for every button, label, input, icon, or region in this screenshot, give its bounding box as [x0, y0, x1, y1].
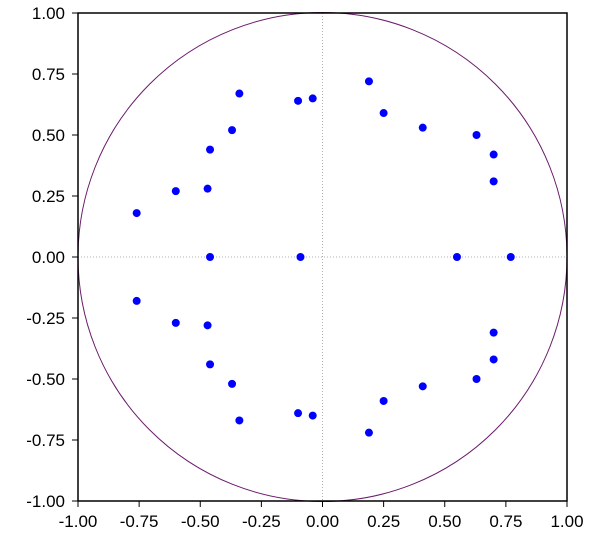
x-tick-label: 0.50 — [428, 512, 461, 531]
x-tick-label: -0.50 — [181, 512, 220, 531]
data-point — [235, 89, 244, 98]
y-tick-label: 0.50 — [32, 126, 65, 145]
data-point — [308, 94, 317, 103]
data-point — [171, 187, 180, 196]
data-point — [294, 96, 303, 105]
y-tick-label: -0.25 — [26, 309, 65, 328]
data-point — [472, 131, 481, 139]
y-tick-label: -1.00 — [26, 492, 65, 511]
data-point — [206, 145, 215, 154]
data-point — [296, 253, 305, 261]
x-tick-label: -0.25 — [242, 512, 281, 531]
x-tick-label: 0.25 — [367, 512, 400, 531]
y-tick-label: 0.00 — [32, 248, 65, 267]
data-point — [308, 411, 317, 420]
y-axis-ticks: 1.00 0.75 0.50 0.25 0.00 -0.25 -0.50 -0.75 -1.00 — [26, 4, 78, 511]
x-tick-label: 1.00 — [550, 512, 583, 531]
data-point — [364, 428, 373, 437]
data-point — [206, 360, 215, 369]
data-point — [489, 177, 498, 186]
root-points — [132, 77, 515, 437]
y-tick-label: -0.75 — [26, 431, 65, 450]
data-point — [506, 253, 515, 261]
data-point — [364, 77, 373, 86]
data-point — [235, 416, 244, 425]
data-point — [489, 150, 498, 159]
data-point — [489, 328, 498, 337]
data-point — [294, 409, 303, 418]
x-tick-label: -1.00 — [59, 512, 98, 531]
data-point — [228, 379, 237, 388]
data-point — [206, 253, 215, 261]
data-point — [379, 109, 388, 118]
y-tick-label: 0.25 — [32, 187, 65, 206]
y-tick-label: -0.50 — [26, 370, 65, 389]
y-tick-label: 0.75 — [32, 65, 65, 84]
data-point — [418, 382, 427, 391]
data-point — [203, 321, 212, 330]
y-tick-label: 1.00 — [32, 4, 65, 23]
data-point — [452, 253, 461, 261]
x-tick-label: 0.75 — [489, 512, 522, 531]
zero-reference-lines — [78, 13, 567, 501]
x-tick-label: 0.00 — [306, 512, 339, 531]
data-point — [132, 209, 141, 218]
data-point — [489, 355, 498, 364]
x-axis-ticks: -1.00 -0.75 -0.50 -0.25 0.00 0.25 0.50 0.75 1.00 — [59, 501, 584, 531]
data-point — [171, 318, 180, 327]
x-tick-label: -0.75 — [120, 512, 159, 531]
data-point — [228, 126, 237, 135]
data-point — [472, 375, 481, 383]
data-point — [203, 184, 212, 193]
data-point — [379, 396, 388, 405]
data-point — [132, 296, 141, 305]
data-point — [418, 123, 427, 132]
